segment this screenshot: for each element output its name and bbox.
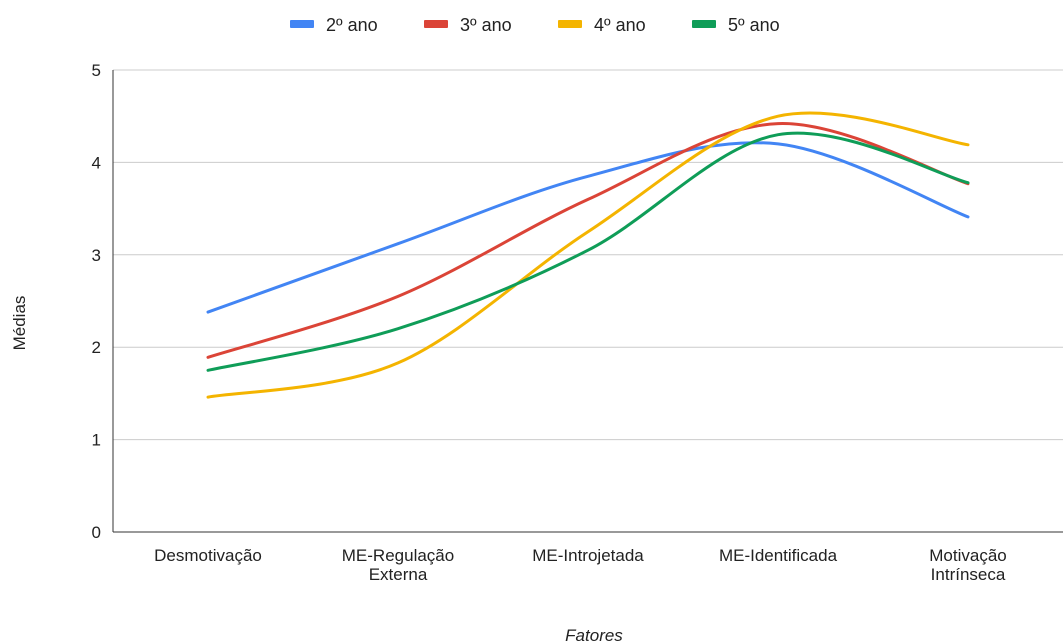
legend-label: 4º ano xyxy=(594,15,646,35)
grid-lines xyxy=(113,69,1063,441)
series-line-4 xyxy=(206,131,970,372)
series-line-1 xyxy=(206,141,970,314)
y-axis-ticks: 0 1 2 3 4 5 xyxy=(92,61,101,542)
legend-swatch xyxy=(424,20,448,28)
x-tick-label: Motivação Intrínseca xyxy=(929,546,1006,584)
y-tick-label: 1 xyxy=(92,431,101,450)
legend-item: 2º ano xyxy=(290,15,378,35)
x-tick-label: ME-Introjetada xyxy=(532,546,644,565)
legend-swatch xyxy=(558,20,582,28)
x-axis-title: Fatores xyxy=(565,626,623,643)
x-tick-label-line: ME-Introjetada xyxy=(532,546,644,565)
x-tick-label: ME-Regulação Externa xyxy=(342,546,454,584)
x-tick-label-line: Externa xyxy=(369,565,428,584)
x-tick-label-line: ME-Identificada xyxy=(719,546,838,565)
y-tick-label: 3 xyxy=(92,246,101,265)
series-line-2 xyxy=(206,122,970,359)
x-tick-label: Desmotivação xyxy=(154,546,262,565)
series-line-3 xyxy=(206,111,970,399)
x-tick-label-line: ME-Regulação xyxy=(342,546,454,565)
legend-swatch xyxy=(692,20,716,28)
legend-label: 5º ano xyxy=(728,15,780,35)
legend-item: 5º ano xyxy=(692,15,780,35)
y-tick-label: 0 xyxy=(92,523,101,542)
y-tick-label: 4 xyxy=(92,153,101,172)
legend-label: 2º ano xyxy=(326,15,378,35)
legend-item: 4º ano xyxy=(558,15,646,35)
legend-swatch xyxy=(290,20,314,28)
chart-legend: 2º ano 3º ano 4º ano 5º ano xyxy=(290,15,780,35)
series-lines xyxy=(206,111,970,399)
y-tick-label: 2 xyxy=(92,338,101,357)
legend-item: 3º ano xyxy=(424,15,512,35)
y-axis-title: Médias xyxy=(10,296,29,351)
x-tick-label: ME-Identificada xyxy=(719,546,838,565)
x-tick-label-line: Desmotivação xyxy=(154,546,262,565)
x-tick-label-line: Motivação xyxy=(929,546,1006,565)
x-tick-label-line: Intrínseca xyxy=(931,565,1006,584)
y-tick-label: 5 xyxy=(92,61,101,80)
x-axis-ticks: Desmotivação ME-Regulação Externa ME-Introj… xyxy=(154,546,1007,584)
legend-label: 3º ano xyxy=(460,15,512,35)
